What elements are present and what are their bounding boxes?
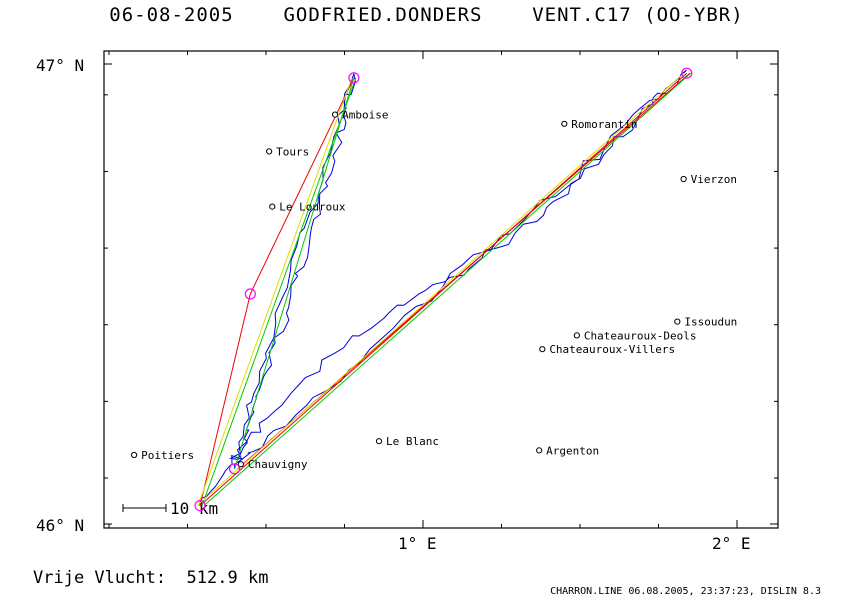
flight-track — [199, 69, 687, 507]
route-leg-red — [249, 77, 355, 295]
town-label: Poitiers — [141, 449, 194, 462]
town-marker — [561, 120, 568, 127]
turnpoint-marker — [194, 500, 206, 512]
town-label: Tours — [276, 145, 309, 158]
route-leg-red — [199, 72, 688, 506]
town-marker — [269, 203, 276, 210]
distance-value: 512.9 km — [186, 568, 269, 588]
town-label: Chateauroux-Deols — [584, 329, 697, 342]
town-marker — [539, 346, 546, 353]
page-title: 06-08-2005 GODFRIED.DONDERS VENT.C17 (OO… — [109, 4, 744, 26]
town-marker — [237, 461, 244, 468]
route-leg-green — [201, 77, 357, 506]
free-flight-distance: Vrije Vlucht: 512.9 km — [33, 568, 268, 588]
route-leg-green — [234, 77, 355, 469]
credits-line: CHARRON.LINE 06.08.2005, 23:37:23, DISLI… — [550, 586, 821, 597]
turnpoint-marker — [229, 463, 241, 475]
town-label: Le Louroux — [279, 201, 346, 214]
route-leg-yellow — [196, 72, 685, 506]
turnpoint-markers — [194, 67, 693, 512]
town-label: Chateauroux-Villers — [549, 343, 675, 356]
y-label-47n: 47° N — [36, 56, 84, 75]
town-label: Romorantin — [571, 118, 637, 131]
route-leg-red — [199, 293, 251, 506]
route-leg-green — [203, 72, 692, 506]
town-markers: Amboise Tours Le Louroux Romorantin Vierzon I… — [131, 109, 737, 471]
turnpoint-marker — [681, 67, 693, 79]
town-marker — [680, 175, 687, 183]
y-label-46n: 46° N — [36, 516, 84, 535]
minor-ticks — [104, 51, 778, 528]
town-label: Argenton — [546, 444, 599, 457]
town-marker — [674, 318, 681, 325]
town-marker — [331, 111, 339, 118]
turnpoint-marker — [244, 288, 256, 300]
town-marker — [573, 332, 580, 339]
town-label: Issoudun — [684, 316, 737, 329]
route-leg-yellow — [197, 77, 353, 506]
turnpoint-marker — [348, 72, 360, 84]
distance-label: Vrije Vlucht: — [33, 568, 167, 588]
town-label: Chauvigny — [248, 458, 308, 471]
scale-bar-label: 10 km — [170, 499, 218, 518]
town-label: Vierzon — [691, 173, 737, 186]
town-marker — [266, 148, 273, 155]
town-marker — [536, 447, 543, 454]
x-label-1e: 1° E — [398, 534, 437, 553]
town-marker — [375, 438, 383, 445]
x-label-2e: 2° E — [712, 534, 751, 553]
declared-route — [196, 72, 692, 506]
town-label: Le Blanc — [386, 435, 439, 448]
map-frame — [103, 50, 779, 529]
flight-track-line — [199, 69, 687, 507]
town-label: Amboise — [342, 109, 388, 122]
town-marker — [131, 451, 138, 459]
